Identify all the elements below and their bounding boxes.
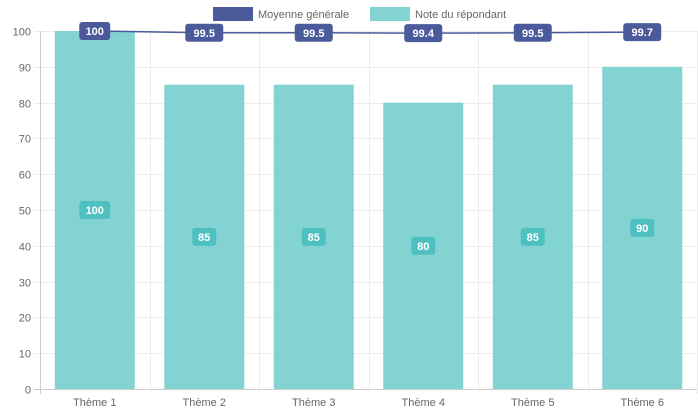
bar-value-label-bg [630, 218, 655, 237]
bar-value-label-text: 85 [198, 232, 210, 244]
y-tick-label: 10 [19, 349, 31, 361]
x-tick-label: Thème 5 [511, 397, 554, 409]
y-tick-label: 90 [19, 63, 31, 75]
bar-value-label: 85 [192, 227, 217, 246]
line-point-label-bg [185, 23, 224, 42]
line-point-label-bg [404, 24, 443, 43]
x-tick-label: Thème 6 [621, 397, 664, 409]
line-point-label: 100 [79, 22, 111, 40]
y-tick-label: 40 [19, 242, 31, 254]
y-tick-label: 30 [19, 278, 31, 290]
line-point-label-bg [623, 23, 662, 42]
line-point-label-text: 99.7 [632, 27, 653, 39]
line-point-label-text: 99.5 [194, 28, 215, 40]
bar-value-label-text: 90 [636, 223, 648, 235]
bar-value-label-text: 100 [86, 205, 104, 217]
y-tick-label: 50 [19, 206, 31, 218]
y-tick-label: 60 [19, 170, 31, 182]
line-point-label: 99.5 [185, 23, 224, 42]
legend-item-note-du-repondant[interactable]: Note du répondant [370, 7, 506, 21]
y-tick-label: 0 [25, 385, 31, 397]
line-point-label: 99.7 [623, 23, 662, 42]
x-tick-label: Thème 2 [183, 397, 226, 409]
x-tick-label: Thème 4 [402, 397, 445, 409]
line-point-label-bg [294, 23, 333, 42]
bar-value-label: 80 [411, 236, 436, 255]
line-point-label-text: 99.5 [522, 28, 543, 40]
y-tick-label: 100 [13, 27, 31, 39]
line-point-label: 99.4 [404, 24, 443, 43]
line-point-label-text: 99.5 [303, 28, 324, 40]
line-point-label-text: 99.4 [413, 28, 435, 40]
bar-value-label-bg [192, 227, 217, 246]
bar-value-label: 85 [520, 227, 545, 246]
bar-value-label-bg [520, 227, 545, 246]
line-point-label-text: 100 [86, 26, 104, 38]
bar-value-label-text: 85 [527, 232, 539, 244]
line-point-label-bg [79, 22, 111, 40]
axis-layer: 0 10 20 30 40 50 60 70 80 90 100 Thème 1 Thème 2 Thèm… [13, 27, 664, 410]
bar-value-label-bg [301, 227, 326, 246]
legend-swatch [213, 7, 253, 21]
bar-value-label: 85 [301, 227, 326, 246]
bar-value-label-text: 85 [308, 232, 320, 244]
data-labels-layer: 100 85 85 80 85 90 100 99.5 99.5 99.4 99.5 99.7 [79, 22, 662, 255]
legend-item-moyenne-generale[interactable]: Moyenne générale [213, 7, 349, 21]
x-tick-label: Thème 3 [292, 397, 335, 409]
y-tick-label: 80 [19, 99, 31, 111]
legend-swatch [370, 7, 410, 21]
y-tick-label: 20 [19, 313, 31, 325]
line-point-label: 99.5 [513, 23, 552, 42]
legend-label: Note du répondant [415, 9, 506, 21]
bar-value-label: 100 [79, 201, 111, 219]
bar-value-label-bg [411, 236, 436, 255]
x-tick-label: Thème 1 [73, 397, 116, 409]
bars-layer [54, 31, 683, 390]
line-point-label: 99.5 [294, 23, 333, 42]
bar-value-label-text: 80 [417, 241, 429, 253]
y-tick-label: 70 [19, 134, 31, 146]
bar-value-label: 90 [630, 218, 655, 237]
legend[interactable]: Moyenne générale Note du répondant [213, 7, 506, 21]
bar-value-label-bg [79, 201, 111, 219]
legend-label: Moyenne générale [258, 9, 349, 21]
line-point-label-bg [513, 23, 552, 42]
